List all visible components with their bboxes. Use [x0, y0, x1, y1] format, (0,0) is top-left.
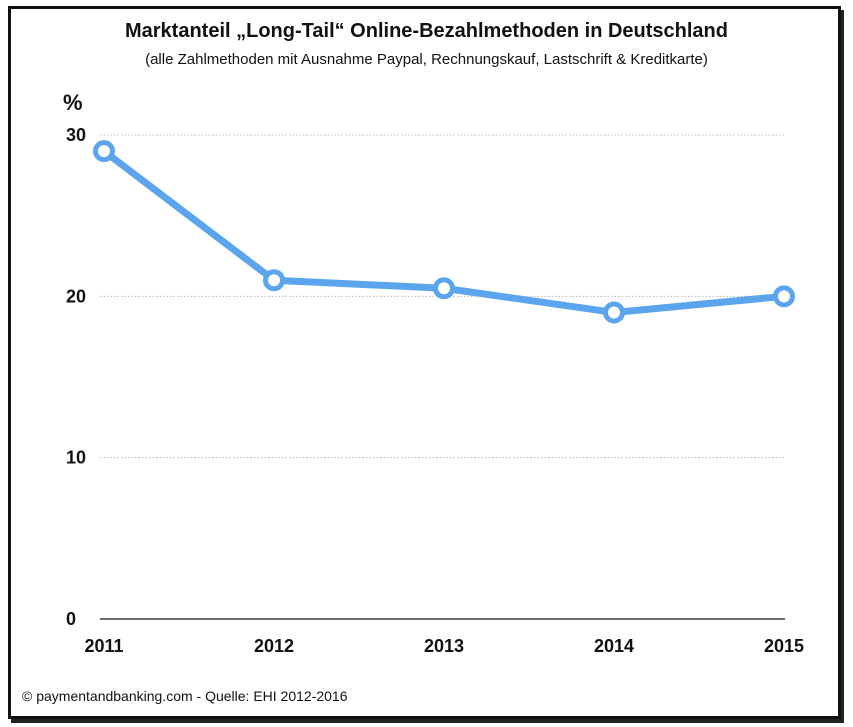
data-point[interactable]: [603, 301, 625, 324]
y-tick-label: 20: [66, 286, 86, 306]
y-axis-unit-label: %: [63, 90, 83, 115]
chart-title: Marktanteil „Long-Tail“ Online-Bezahlmet…: [124, 20, 728, 42]
data-point[interactable]: [773, 285, 795, 308]
x-tick-label: 2014: [594, 636, 634, 656]
y-tick-label: 30: [66, 125, 86, 145]
data-point[interactable]: [263, 269, 285, 292]
data-point[interactable]: [433, 277, 455, 300]
y-tick-label: 0: [66, 609, 76, 629]
x-tick-label: 2011: [84, 636, 123, 656]
chart-frame: [8, 6, 841, 719]
x-tick-label: 2015: [764, 636, 804, 656]
x-tick-label: 2013: [424, 636, 464, 656]
source-footer: © paymentandbanking.com - Quelle: EHI 20…: [22, 688, 348, 704]
chart-subtitle: (alle Zahlmethoden mit Ausnahme Paypal, …: [145, 51, 708, 68]
y-tick-label: 10: [66, 448, 86, 468]
data-point[interactable]: [93, 140, 115, 163]
x-tick-label: 2012: [254, 636, 294, 656]
